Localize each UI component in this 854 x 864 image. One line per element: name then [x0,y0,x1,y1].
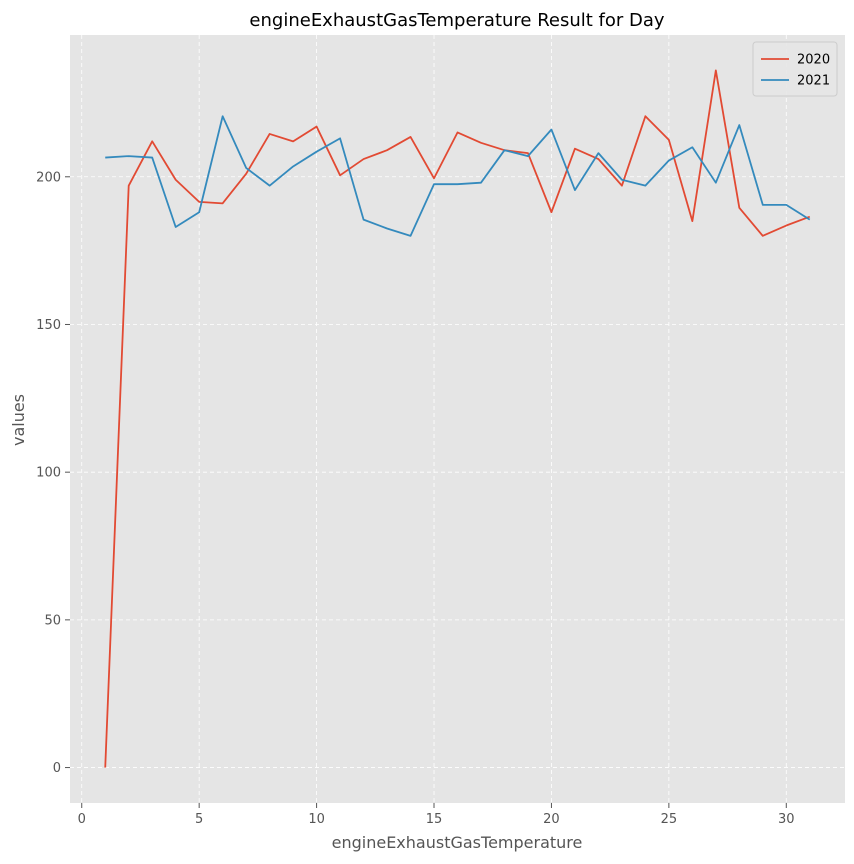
y-tick-label: 50 [44,613,61,628]
legend: 2020 2021 [752,41,838,97]
chart-title: engineExhaustGasTemperature Result for D… [249,10,664,31]
y-axis-label: values [9,394,28,446]
series-line-2021 [105,115,811,237]
y-tick-label: 200 [36,170,61,185]
x-tick-label: 5 [195,812,203,827]
series-line-2020 [104,69,811,768]
x-tick-label: 30 [778,812,795,827]
x-tick-label: 15 [426,812,443,827]
plot-area: 0 5 10 15 20 25 30 0 50 100 150 200 2020 2021 [36,35,845,827]
legend-label-2020: 2020 [797,53,830,68]
x-tick-label: 0 [78,812,86,827]
x-tick-label: 20 [543,812,560,827]
legend-box [752,41,838,97]
y-tick-label: 100 [36,466,61,481]
legend-label-2021: 2021 [797,74,830,89]
x-tick-label: 25 [661,812,678,827]
y-tick-label: 0 [53,761,61,776]
x-tick-label: 10 [308,812,325,827]
y-tick-label: 150 [36,318,61,333]
x-axis-label: engineExhaustGasTemperature [332,833,583,852]
